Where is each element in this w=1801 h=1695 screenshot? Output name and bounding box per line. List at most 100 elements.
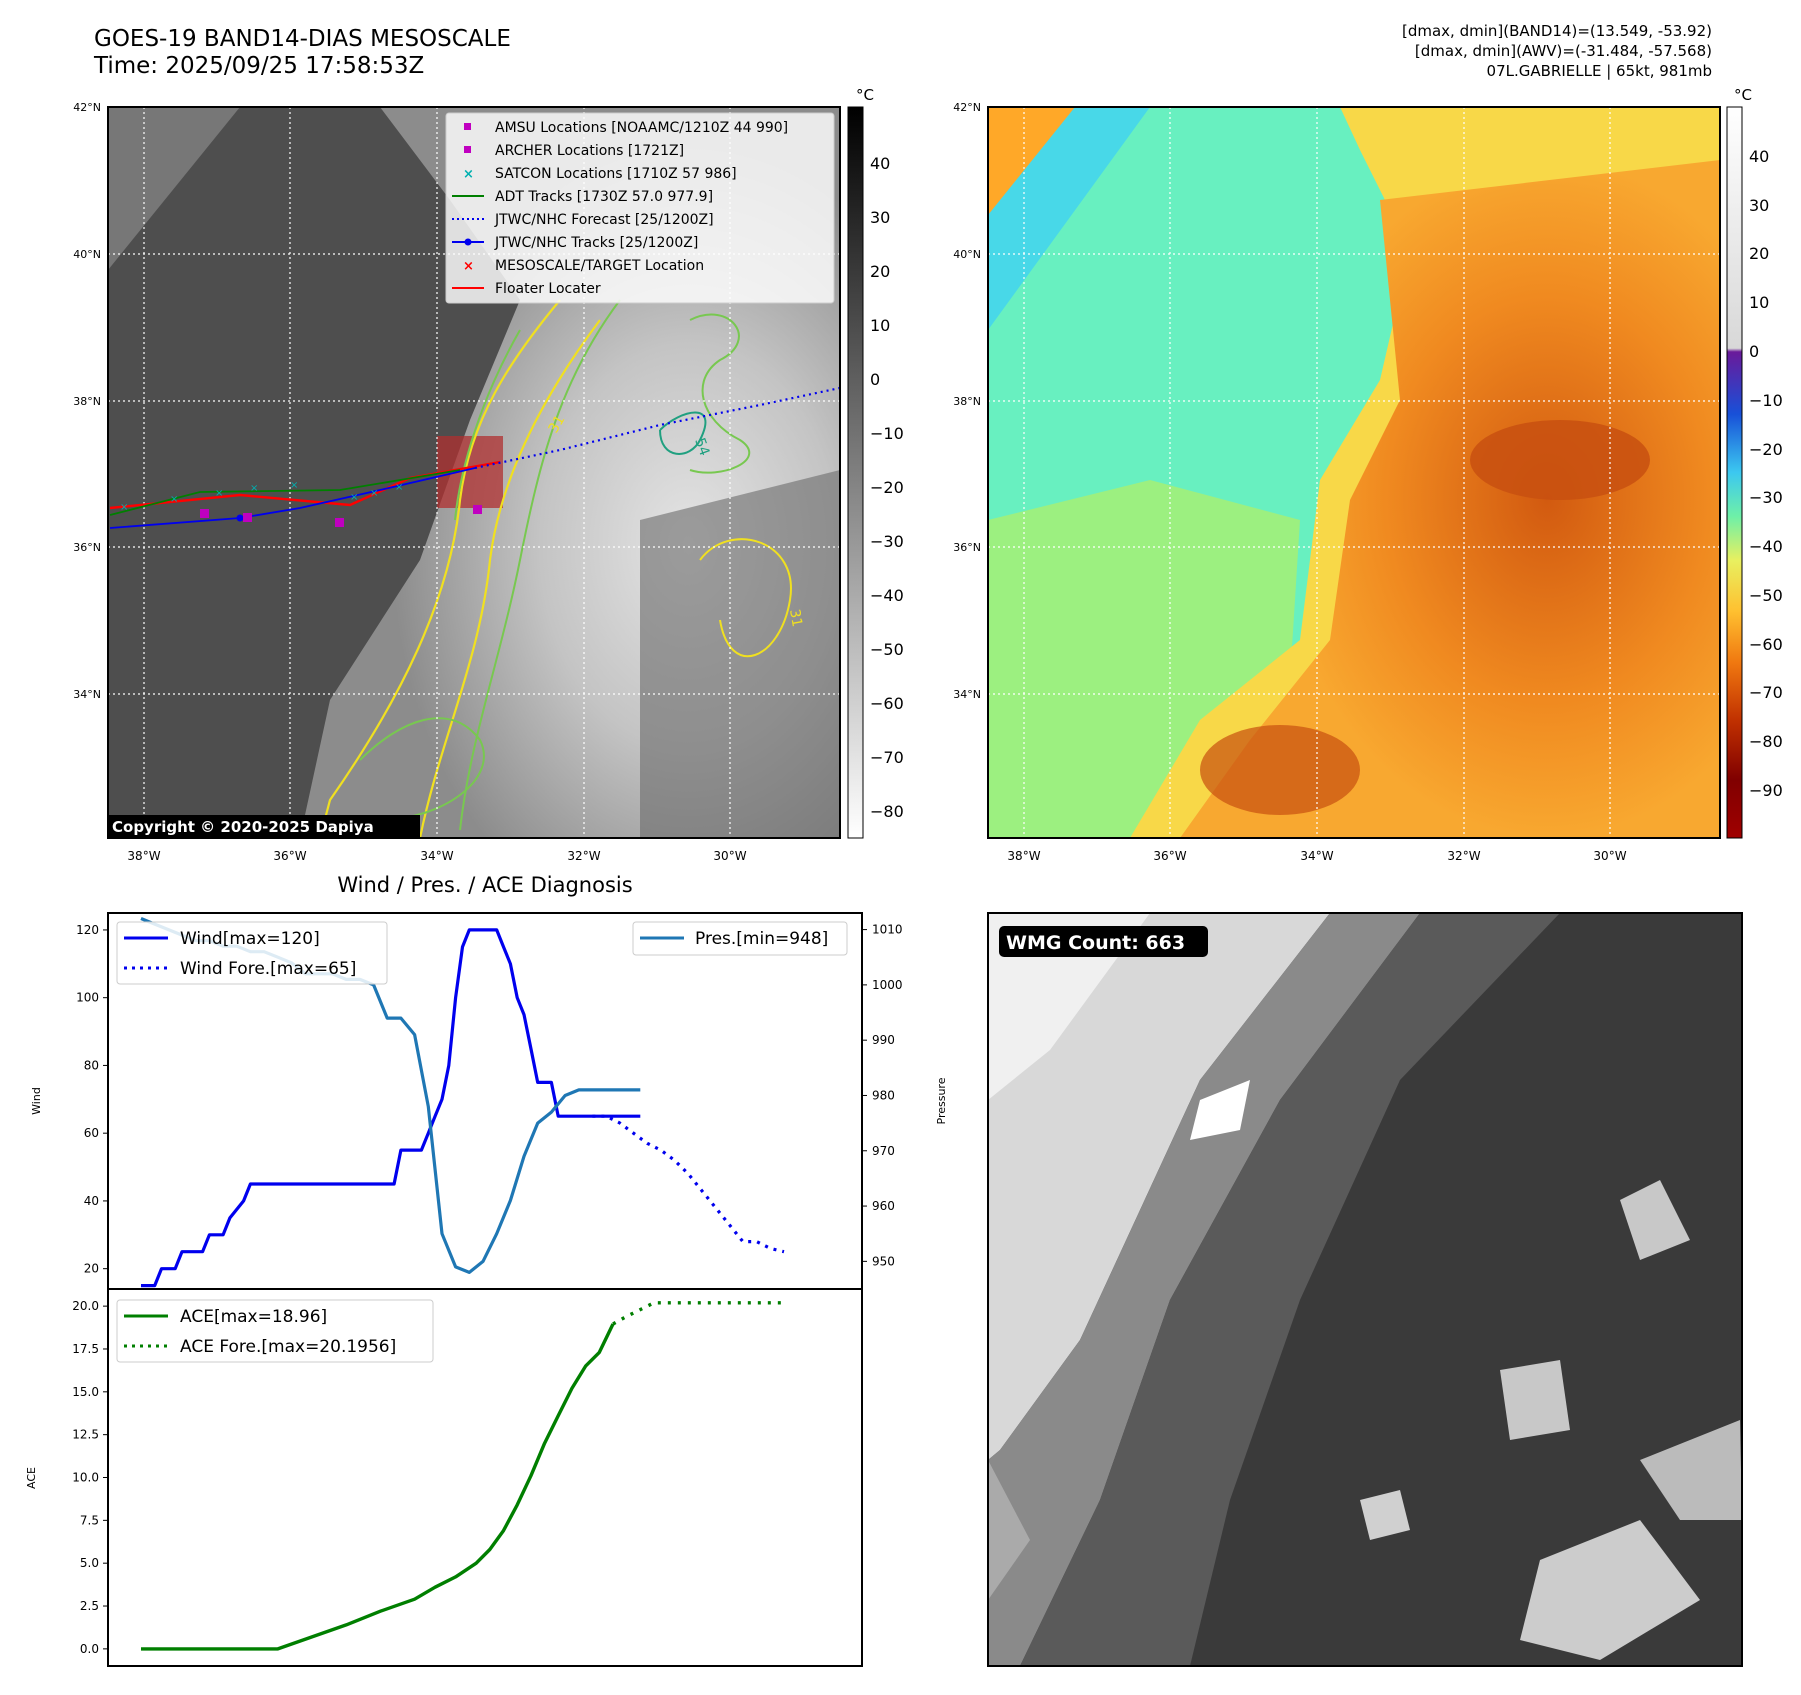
ir-colorbar-tick: 40 (870, 154, 890, 173)
awv-lon-tick: 32°W (1447, 849, 1480, 863)
ace-axis-label: ACE (25, 1467, 38, 1489)
legend-item-satcon: SATCON Locations [1710Z 57 986] (495, 166, 737, 182)
ace-series-line (141, 1323, 615, 1651)
awv-lon-tick: 30°W (1593, 849, 1626, 863)
pressure-axis-label: Pressure (935, 1077, 948, 1124)
wind-series-line (141, 928, 641, 1288)
ir-colorbar-tick: −70 (870, 748, 904, 767)
ir-map: 31 54 31 × × × × × × (73, 86, 904, 863)
ir-lat-tick: 36°N (73, 541, 101, 554)
ace-tick-label: 0.0 (80, 1642, 99, 1656)
legend-item-forecast: JTWC/NHC Forecast [25/1200Z] (494, 212, 714, 228)
ir-colorbar: °C 40 30 20 10 0 −10 −20 −30 −40 −50 −60… (847, 86, 904, 839)
wind-tick-label: 40 (84, 1194, 99, 1208)
svg-text:×: × (395, 482, 403, 493)
awv-colorbar-tick: 30 (1749, 196, 1769, 215)
awv-colorbar-tick: −50 (1749, 586, 1783, 605)
ace-tick-label: 12.5 (72, 1428, 99, 1442)
pressure-tick-label: 950 (872, 1254, 895, 1268)
ace-tick-label: 10.0 (72, 1471, 99, 1485)
wind-tick-label: 20 (84, 1262, 99, 1276)
pressure-tick-label: 970 (872, 1144, 895, 1158)
contour-label: 31 (546, 413, 569, 436)
ir-lon-tick: 30°W (713, 849, 746, 863)
awv-colorbar-tick: −60 (1749, 635, 1783, 654)
ir-lon-tick: 32°W (567, 849, 600, 863)
legend-item-archer: ARCHER Locations [1721Z] (495, 143, 684, 159)
contour-label: 31 (786, 608, 805, 628)
awv-colorbar-tick: −80 (1749, 732, 1783, 751)
ir-colorbar-tick: 30 (870, 208, 890, 227)
wind-tick-label: 80 (84, 1058, 99, 1072)
legend-item-target: MESOSCALE/TARGET Location (495, 258, 704, 274)
page-title: GOES-19 BAND14-DIAS MESOSCALE (94, 26, 511, 52)
timestamp: Time: 2025/09/25 17:58:53Z (94, 53, 425, 79)
awv-colorbar-tick: 10 (1749, 293, 1769, 312)
ace-tick-label: 20.0 (72, 1299, 99, 1313)
awv-lat-tick: 34°N (953, 688, 981, 701)
ir-lon-tick: 38°W (127, 849, 160, 863)
awv-colorbar-tick: 40 (1749, 147, 1769, 166)
awv-colorbar-tick: −40 (1749, 537, 1783, 556)
awv-colorbar-tick: −70 (1749, 683, 1783, 702)
ir-colorbar-tick: −40 (870, 586, 904, 605)
ir-colorbar-unit: °C (856, 86, 874, 104)
awv-lon-tick: 38°W (1007, 849, 1040, 863)
awv-lat-tick: 40°N (953, 248, 981, 261)
awv-colorbar-tick: −20 (1749, 440, 1783, 459)
wind-tick-label: 100 (76, 991, 99, 1005)
awv-lat-tick: 36°N (953, 541, 981, 554)
target-x-marker-icon: × (463, 259, 474, 274)
pressure-tick-label: 1010 (872, 923, 903, 937)
ir-colorbar-tick: 20 (870, 262, 890, 281)
pressure-legend: Pres.[min=948] (632, 921, 848, 956)
ir-lat-tick: 42°N (73, 101, 101, 114)
legend-item-tracks: JTWC/NHC Tracks [25/1200Z] (494, 235, 698, 251)
ir-colorbar-tick: 10 (870, 316, 890, 335)
wmg-count-badge: WMG Count: 663 (1006, 932, 1185, 954)
awv-colorbar-unit: °C (1734, 86, 1752, 104)
awv-lat-tick: 42°N (953, 101, 981, 114)
legend-item-floater: Floater Locater (495, 281, 601, 297)
ir-colorbar-tick: −60 (870, 694, 904, 713)
svg-text:×: × (350, 492, 358, 503)
ir-colorbar-tick: −10 (870, 424, 904, 443)
awv-colorbar: °C 40 30 20 10 0 −10 −20 −30 −40 −50 −60… (1726, 86, 1783, 839)
legend-item-amsu: AMSU Locations [NOAAMC/1210Z 44 990] (495, 120, 788, 136)
ir-lon-tick: 36°W (273, 849, 306, 863)
awv-colorbar-tick: 20 (1749, 244, 1769, 263)
svg-text:×: × (120, 502, 128, 513)
wind-tick-label: 120 (76, 923, 99, 937)
svg-text:×: × (290, 480, 298, 491)
pressure-tick-label: 960 (872, 1199, 895, 1213)
awv-lon-tick: 34°W (1300, 849, 1333, 863)
wmg-panel: WMG Count: 663 (987, 912, 1743, 1667)
ace-forecast-legend-label: ACE Fore.[max=20.1956] (180, 1337, 396, 1357)
diagnosis-chart: Wind / Pres. / ACE Diagnosis 20 40 60 80 100… (25, 873, 948, 1667)
wind-axis-label: Wind (30, 1087, 43, 1115)
awv-lat-tick: 38°N (953, 395, 981, 408)
svg-text:×: × (170, 494, 178, 505)
ace-tick-label: 2.5 (80, 1599, 99, 1613)
info-storm: 07L.GABRIELLE | 65kt, 981mb (1486, 62, 1712, 80)
awv-colorbar-tick: −90 (1749, 781, 1783, 800)
wind-forecast-legend-label: Wind Fore.[max=65] (180, 959, 356, 979)
info-band14: [dmax, dmin](BAND14)=(13.549, -53.92) (1401, 22, 1712, 40)
ir-lat-tick: 34°N (73, 688, 101, 701)
svg-text:×: × (215, 488, 223, 499)
pressure-legend-label: Pres.[min=948] (695, 929, 828, 949)
awv-colorbar-tick: 0 (1749, 342, 1759, 361)
amsu-square-marker-icon (464, 123, 471, 130)
ace-legend-label: ACE[max=18.96] (180, 1307, 327, 1327)
wind-tick-label: 60 (84, 1126, 99, 1140)
satcon-x-marker-icon: × (463, 167, 474, 182)
ir-colorbar-tick: −50 (870, 640, 904, 659)
ace-tick-label: 17.5 (72, 1342, 99, 1356)
svg-text:×: × (370, 488, 378, 499)
awv-lon-tick: 36°W (1153, 849, 1186, 863)
ir-lon-tick: 34°W (420, 849, 453, 863)
ir-lat-tick: 38°N (73, 395, 101, 408)
ace-tick-label: 15.0 (72, 1385, 99, 1399)
copyright: Copyright © 2020-2025 Dapiya (112, 818, 374, 836)
pressure-tick-label: 990 (872, 1033, 895, 1047)
